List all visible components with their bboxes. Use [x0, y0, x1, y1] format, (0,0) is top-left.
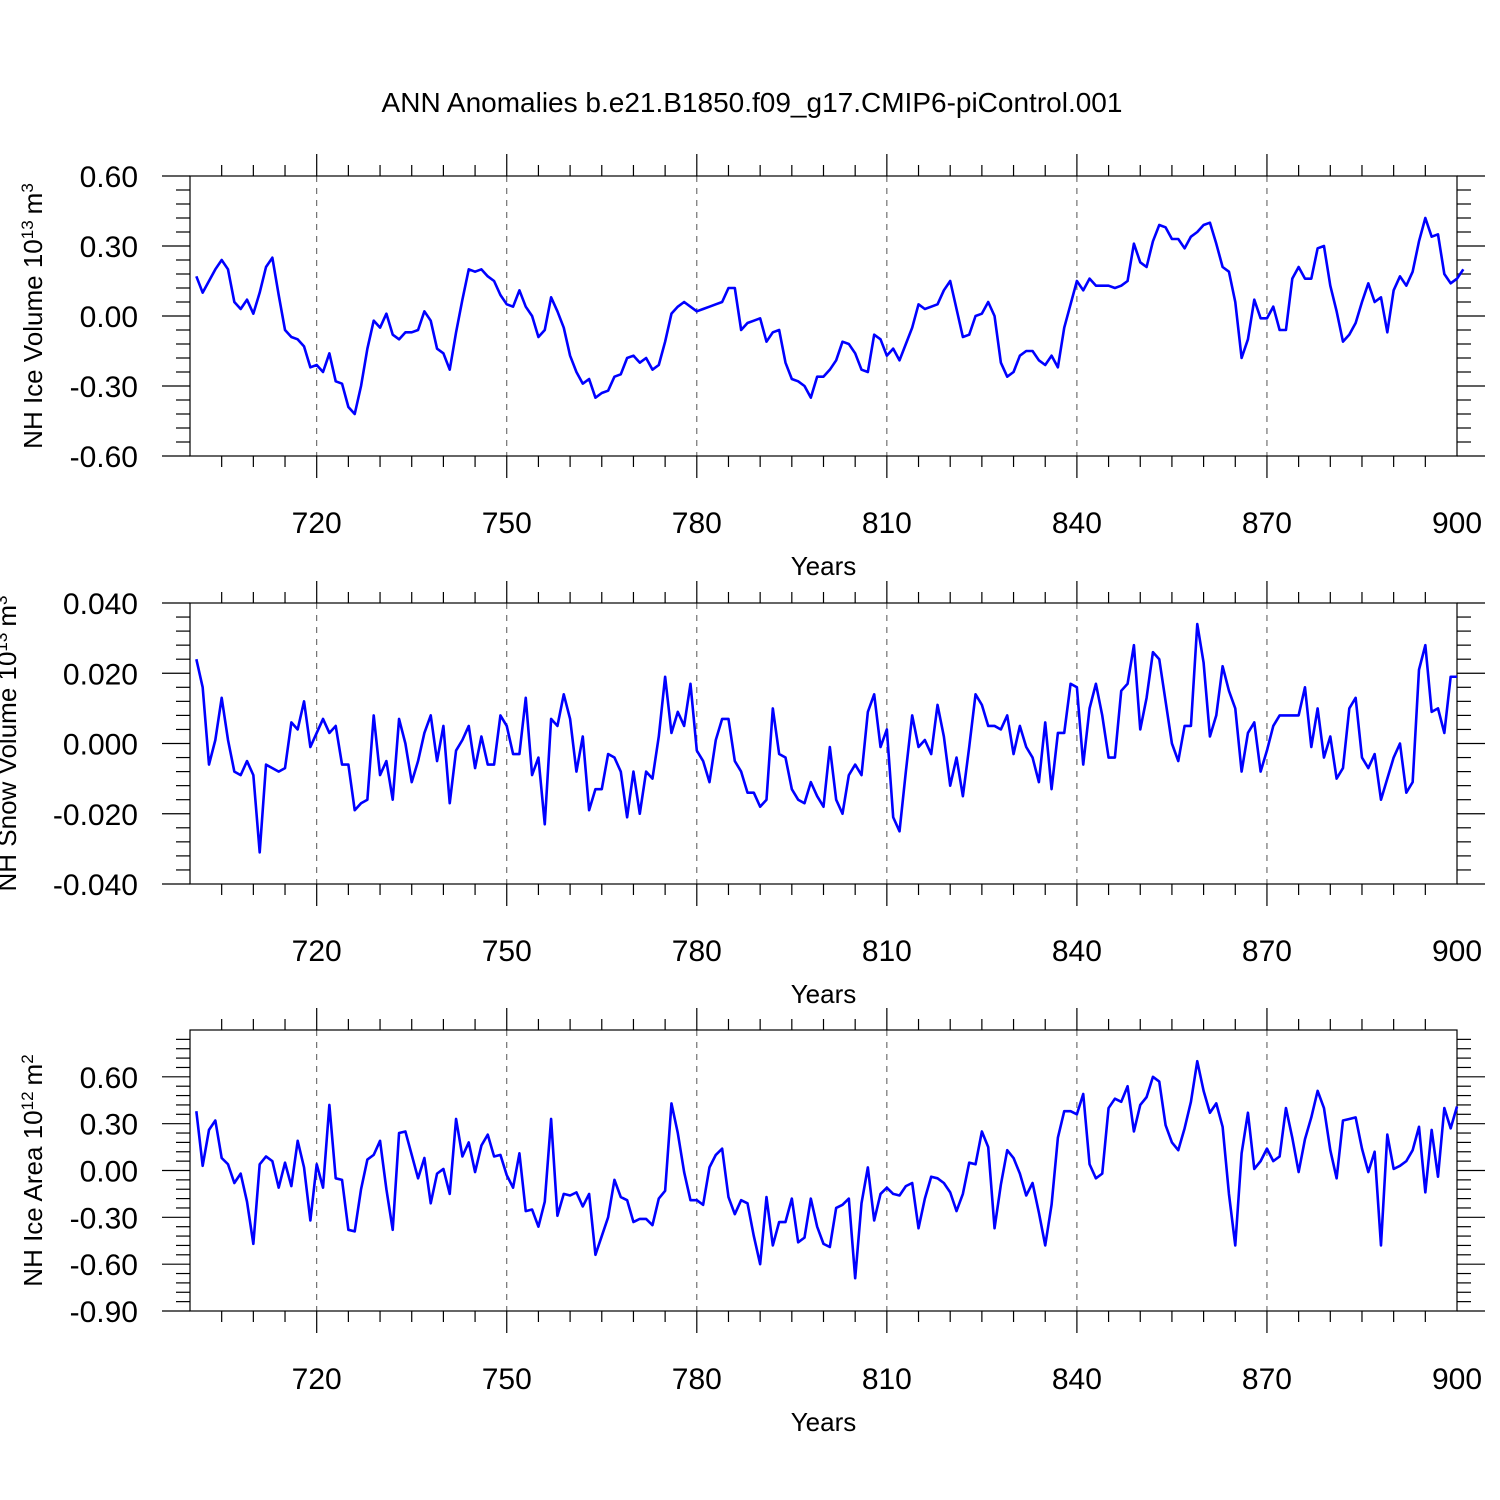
y-tick-label: 0.30: [80, 231, 138, 264]
y-tick-label: -0.040: [53, 869, 138, 902]
x-tick-label: 900: [1432, 935, 1482, 968]
y-tick-label: 0.60: [80, 1062, 138, 1095]
y-axis-label: NH Ice Volume 1013 m3: [18, 183, 49, 449]
x-tick-label: 720: [292, 507, 342, 540]
y-axis-label-exponent: 13: [0, 633, 11, 652]
x-tick-label: 900: [1432, 1363, 1482, 1396]
y-axis-label-exponent: 13: [18, 220, 37, 239]
plot-frame: [189, 1029, 1458, 1312]
x-tick-label: 870: [1242, 507, 1292, 540]
plot-frame: [189, 175, 1458, 457]
x-tick-label: 870: [1242, 935, 1292, 968]
x-tick-label: 780: [672, 507, 722, 540]
panel-snow-volume: -0.040 -0.020 0.000 0.020 0.040 720 750 780 810 8…: [0, 581, 1485, 1009]
y-axis-label-text: NH Ice Area 10: [18, 1110, 48, 1286]
x-tick-label: 750: [482, 935, 532, 968]
y-axis-label-unit: m: [18, 193, 48, 215]
y-axis-label-text: NH Snow Volume 10: [0, 652, 22, 892]
y-axis-label: NH Snow Volume 1013 m3: [0, 596, 22, 892]
y-tick-label: 0.000: [63, 729, 138, 762]
y-tick-label: -0.30: [70, 1202, 138, 1235]
panel-ice-area: -0.90 -0.60 -0.30 0.00 0.30 0.60 720 750 780 810 8…: [18, 1008, 1485, 1437]
y-tick-label: 0.040: [63, 588, 138, 621]
x-tick-label: 810: [862, 1363, 912, 1396]
x-tick-label: 720: [292, 935, 342, 968]
series-line-ice-volume: [195, 216, 1465, 416]
x-axis-label: Years: [791, 551, 857, 581]
y-tick-label: 0.020: [63, 658, 138, 691]
x-tick-label: 750: [482, 1363, 532, 1396]
x-tick-label: 840: [1052, 507, 1102, 540]
x-axis-label: Years: [791, 979, 857, 1009]
y-tick-label: -0.60: [70, 441, 138, 474]
x-tick-label: 870: [1242, 1363, 1292, 1396]
y-tick-label: 0.00: [80, 1156, 138, 1189]
y-tick-label: -0.90: [70, 1296, 138, 1329]
x-axis-label: Years: [791, 1407, 857, 1437]
y-axis-label-text: NH Ice Volume 10: [18, 239, 48, 449]
y-axis-label-exponent: 12: [18, 1091, 37, 1110]
y-axis-label-unit: m: [18, 1064, 48, 1086]
chart-title: ANN Anomalies b.e21.B1850.f09_g17.CMIP6-…: [382, 87, 1123, 118]
panels: -0.60 -0.30 0.00 0.30 0.60 720 750 780 810 840 870…: [0, 154, 1485, 1437]
y-axis-label-unit: m: [0, 605, 22, 627]
y-axis-label: NH Ice Area 1012 m2: [18, 1054, 49, 1286]
y-tick-label: 0.60: [80, 161, 138, 194]
series-line-ice-area: [195, 1059, 1459, 1280]
y-tick-label: -0.30: [70, 371, 138, 404]
x-tick-label: 780: [672, 935, 722, 968]
y-tick-label: 0.30: [80, 1109, 138, 1142]
y-tick-label: 0.00: [80, 301, 138, 334]
x-tick-label: 840: [1052, 1363, 1102, 1396]
plot-frame: [189, 602, 1458, 885]
y-axis-label-unit-exponent: 3: [18, 183, 37, 192]
y-tick-label: -0.60: [70, 1249, 138, 1282]
x-tick-label: 750: [482, 507, 532, 540]
x-tick-label: 900: [1432, 507, 1482, 540]
panel-ice-volume: -0.60 -0.30 0.00 0.30 0.60 720 750 780 810 840 870…: [18, 154, 1485, 581]
series-line-snow-volume: [195, 622, 1457, 854]
x-tick-label: 810: [862, 935, 912, 968]
y-tick-label: -0.020: [53, 799, 138, 832]
x-tick-label: 780: [672, 1363, 722, 1396]
x-tick-label: 840: [1052, 935, 1102, 968]
y-axis-label-unit-exponent: 2: [18, 1054, 37, 1063]
x-tick-label: 720: [292, 1363, 342, 1396]
x-tick-label: 810: [862, 507, 912, 540]
y-axis-label-unit-exponent: 3: [0, 596, 11, 605]
